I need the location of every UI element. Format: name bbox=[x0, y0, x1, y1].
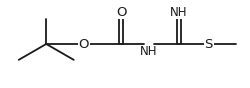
Text: O: O bbox=[116, 6, 126, 19]
Text: O: O bbox=[78, 37, 89, 51]
Text: NH: NH bbox=[170, 6, 188, 19]
Text: S: S bbox=[204, 37, 213, 51]
Text: NH: NH bbox=[140, 45, 158, 58]
